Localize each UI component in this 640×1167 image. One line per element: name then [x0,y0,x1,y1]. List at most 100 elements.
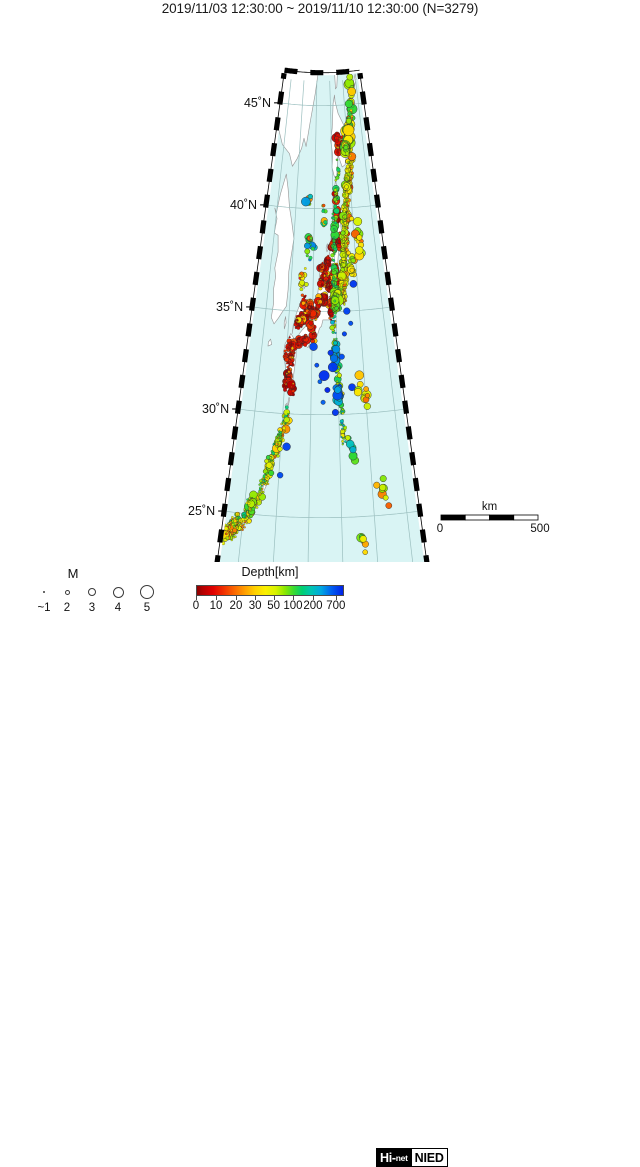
epicenter [346,118,352,124]
epicenter [348,320,354,326]
epicenter [325,279,328,282]
epicenter [277,446,283,452]
epicenter [245,516,249,520]
epicenter [336,167,341,172]
epicenter [341,222,344,226]
epicenter [340,435,343,439]
epicenter [341,412,345,415]
epicenter [284,352,288,356]
epicenter [363,402,371,410]
epicenter [354,370,365,380]
epicenter [251,506,256,511]
epicenter [233,518,236,521]
graticule-lon-125 [237,79,292,562]
epicenter [333,236,336,239]
epicenter [330,320,335,325]
epicenter [260,491,263,494]
epicenter [319,266,322,269]
epicenter [349,446,357,454]
magnitude-symbol-4 [112,586,124,598]
epicenter [288,336,291,339]
epicenter [343,221,347,225]
epicenter [314,308,318,311]
epicenter [303,337,306,340]
epicenter [332,305,336,308]
epicenter [318,370,330,382]
epicenter [255,506,259,509]
epicenter [334,386,342,394]
epicenter [341,443,344,446]
epicenter [334,221,337,225]
epicenter [303,342,308,347]
epicenter [259,479,263,483]
depth-legend-title: Depth[km] [241,565,299,579]
epicenter [333,311,337,315]
epicenter [280,422,283,426]
epicenter [232,534,235,538]
epicenter [249,514,253,518]
epicenter [334,229,337,232]
epicenter [258,483,261,486]
epicenter [322,203,326,208]
legend-strip: M ~1 2 3 4 5 Depth[km] 0 10 20 30 50 100 200 700 Hi… [0,562,640,1167]
epicenter [270,450,274,453]
epicenter [238,519,241,522]
epicenter [291,392,295,395]
epicenter [296,326,301,330]
epicenter [311,337,314,341]
epicenter [327,349,334,356]
epicenter [342,253,346,257]
graticule-lat-30 [238,408,406,416]
epicenter [333,188,338,192]
epicenter [342,238,345,241]
epicenter [283,349,287,353]
epicenter [333,252,336,255]
epicenter [343,228,347,231]
epicenter [267,482,270,485]
epicenter [259,493,262,496]
coastline-jeju [267,338,273,347]
epicenter [289,347,292,351]
scale-unit-label: km [482,501,497,513]
lat-label-40: 40˚N [230,198,257,212]
epicenter [264,464,267,467]
epicenter [342,203,345,206]
epicenter [275,442,278,446]
epicenter [349,175,352,178]
epicenter [304,294,307,297]
epicenter [228,522,231,525]
epicenter [353,388,363,397]
epicenter [344,184,349,190]
epicenter [331,269,335,272]
epicenter [249,507,252,511]
epicenter [336,144,339,147]
epicenter [289,352,293,356]
graticule-lon-150 [355,78,415,562]
epicenter [264,475,268,478]
scale-bar: km0 500 [437,501,550,535]
epicenter [336,372,342,378]
epicenter [283,382,286,385]
epicenter [340,421,344,425]
epicenter [314,362,320,368]
epicenter [341,235,345,239]
epicenter [330,354,338,363]
epicenter [332,259,336,262]
epicenter [332,286,335,289]
epicenter [260,488,263,491]
epicenter [332,239,336,243]
epicenter [347,87,357,96]
epicenter [309,342,318,351]
scale-seg [513,514,539,521]
epicenter [308,310,311,313]
epicenter [245,522,248,525]
epicenter [310,246,315,251]
epicenter [334,192,337,195]
epicenter [349,172,352,175]
epicenter [320,399,326,405]
epicenter [228,529,231,532]
epicenter [349,280,358,288]
epicenter [335,337,338,341]
epicenter [308,306,311,309]
